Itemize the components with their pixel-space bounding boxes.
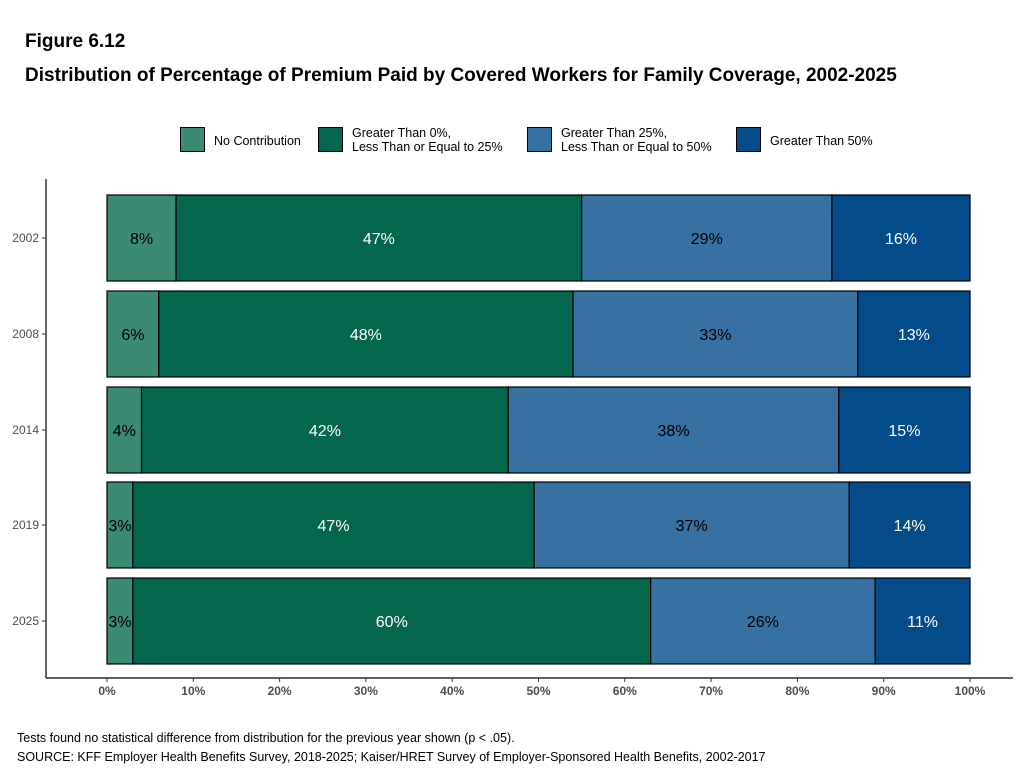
data-label: 13%	[898, 327, 930, 344]
data-label: 11%	[907, 614, 938, 631]
bar-segment	[874, 577, 971, 665]
legend-label-25-to-50: Greater Than 25%, Less Than or Equal to …	[561, 126, 712, 154]
data-label: 6%	[121, 327, 144, 344]
data-label: 29%	[691, 231, 723, 248]
data-label: 26%	[747, 614, 779, 631]
legend-label-no-contribution: No Contribution	[214, 134, 301, 148]
legend-swatch-0-to-25	[318, 127, 343, 152]
data-label: 16%	[885, 231, 917, 248]
bar-segment	[581, 194, 833, 282]
x-tick-label: 60%	[613, 684, 637, 698]
bar-segment	[831, 194, 971, 282]
data-label: 37%	[676, 518, 708, 535]
data-label: 42%	[309, 423, 341, 440]
data-label: 47%	[363, 231, 395, 248]
data-label: 33%	[699, 327, 731, 344]
bar-segment	[132, 577, 652, 665]
x-tick-label: 100%	[955, 684, 986, 698]
x-tick-label: 70%	[699, 684, 723, 698]
bar-segment	[106, 290, 160, 378]
x-tick-label: 30%	[354, 684, 378, 698]
bar-segment	[140, 386, 509, 474]
y-tick-label: 2008	[12, 327, 39, 341]
x-tick-label: 50%	[526, 684, 550, 698]
data-label: 15%	[888, 423, 920, 440]
bar-segment	[507, 386, 840, 474]
data-label: 3%	[108, 518, 131, 535]
y-tick-label: 2002	[12, 231, 39, 245]
legend-swatch-no-contribution	[180, 127, 205, 152]
figure-label: Figure 6.12	[25, 31, 126, 52]
x-tick-label: 0%	[98, 684, 116, 698]
legend-swatch-25-to-50	[527, 127, 552, 152]
data-label: 47%	[318, 518, 350, 535]
bar-segment	[106, 386, 143, 474]
data-label: 14%	[894, 518, 926, 535]
x-tick-label: 80%	[785, 684, 809, 698]
data-label: 4%	[113, 423, 136, 440]
test-note: Tests found no statistical difference fr…	[17, 731, 515, 745]
legend-label-0-to-25: Greater Than 0%, Less Than or Equal to 2…	[352, 126, 503, 154]
bar-segment	[158, 290, 574, 378]
x-tick-label: 40%	[440, 684, 464, 698]
data-label: 8%	[130, 231, 153, 248]
data-label: 38%	[658, 423, 690, 440]
bar-segment	[106, 194, 177, 282]
bar-segment	[572, 290, 859, 378]
x-tick-label: 20%	[268, 684, 292, 698]
y-tick-label: 2025	[12, 614, 39, 628]
bar-segment	[132, 481, 535, 569]
legend-label-over-50: Greater Than 50%	[770, 134, 873, 148]
x-tick-label: 10%	[181, 684, 205, 698]
x-tick-label: 90%	[872, 684, 896, 698]
source-note: SOURCE: KFF Employer Health Benefits Sur…	[17, 750, 766, 764]
bar-segment	[848, 481, 971, 569]
y-tick-label: 2019	[12, 518, 39, 532]
data-label: 60%	[376, 614, 408, 631]
chart-title: Distribution of Percentage of Premium Pa…	[25, 65, 897, 86]
data-label: 48%	[350, 327, 382, 344]
bar-segment	[838, 386, 971, 474]
bar-segment	[857, 290, 971, 378]
legend-swatch-over-50	[736, 127, 761, 152]
y-tick-label: 2014	[12, 423, 39, 437]
data-label: 3%	[108, 614, 131, 631]
stacked-bar-chart: 8% 47% 29% 16% 2002 6% 48% 33% 13% 2008 4% 42% 38% 15…	[12, 179, 1013, 698]
